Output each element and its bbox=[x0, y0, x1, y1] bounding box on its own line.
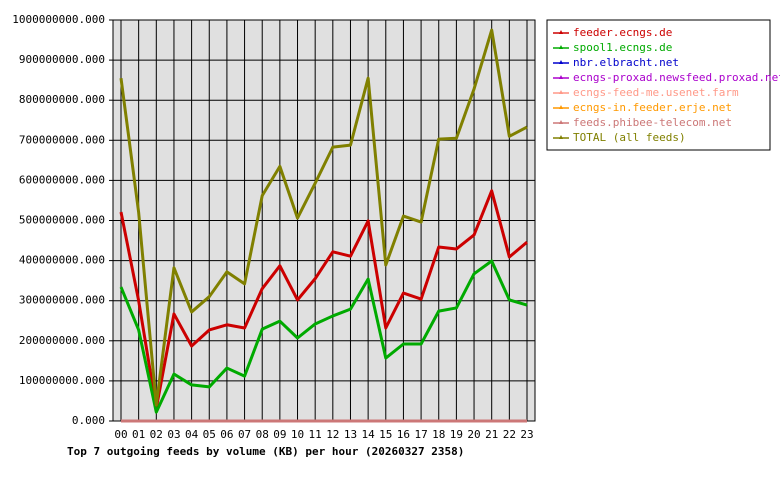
x-tick-label: 00 bbox=[114, 428, 127, 441]
x-tick-label: 04 bbox=[185, 428, 199, 441]
legend-label: ecngs-proxad.newsfeed.proxad.net bbox=[573, 71, 780, 84]
legend-label: feeder.ecngs.de bbox=[573, 26, 672, 39]
y-tick-label: 300000000.000 bbox=[19, 294, 105, 307]
x-tick-label: 20 bbox=[467, 428, 480, 441]
x-tick-label: 14 bbox=[362, 428, 376, 441]
legend-label: TOTAL (all feeds) bbox=[573, 131, 686, 144]
x-tick-label: 13 bbox=[344, 428, 357, 441]
y-tick-label: 100000000.000 bbox=[19, 374, 105, 387]
y-tick-label: 800000000.000 bbox=[19, 93, 105, 106]
legend-label: ecngs-feed-me.usenet.farm bbox=[573, 86, 739, 99]
y-tick-label: 400000000.000 bbox=[19, 254, 105, 267]
x-tick-label: 15 bbox=[379, 428, 392, 441]
y-tick-label: 700000000.000 bbox=[19, 133, 105, 146]
x-tick-label: 01 bbox=[132, 428, 145, 441]
x-tick-label: 18 bbox=[432, 428, 445, 441]
y-tick-label: 600000000.000 bbox=[19, 173, 105, 186]
x-tick-label: 23 bbox=[520, 428, 533, 441]
x-tick-label: 03 bbox=[167, 428, 180, 441]
series-line bbox=[119, 189, 528, 410]
legend-marker bbox=[559, 90, 563, 94]
legend-marker bbox=[559, 60, 563, 64]
x-tick-label: 05 bbox=[203, 428, 216, 441]
x-tick-label: 11 bbox=[309, 428, 322, 441]
x-tick-label: 10 bbox=[291, 428, 304, 441]
legend-box bbox=[546, 19, 771, 151]
legend-marker bbox=[559, 135, 563, 139]
y-tick-label: 900000000.000 bbox=[19, 53, 105, 66]
x-tick-label: 21 bbox=[485, 428, 498, 441]
legend-label: feeds.phibee-telecom.net bbox=[573, 116, 732, 129]
y-tick-label: 500000000.000 bbox=[19, 214, 105, 227]
series-line bbox=[119, 28, 528, 407]
x-tick-label: 02 bbox=[150, 428, 163, 441]
y-tick-label: 1000000000.000 bbox=[12, 13, 105, 26]
legend-marker bbox=[559, 30, 563, 34]
legend-marker bbox=[559, 75, 563, 79]
x-tick-label: 22 bbox=[503, 428, 516, 441]
legend-marker bbox=[559, 120, 563, 124]
legend-marker bbox=[559, 105, 563, 109]
series-line bbox=[119, 259, 528, 414]
x-tick-label: 07 bbox=[238, 428, 251, 441]
x-tick-label: 12 bbox=[326, 428, 339, 441]
x-tick-label: 08 bbox=[256, 428, 269, 441]
x-tick-label: 17 bbox=[414, 428, 427, 441]
legend-marker bbox=[559, 45, 563, 49]
legend-label: ecngs-in.feeder.erje.net bbox=[573, 101, 732, 114]
x-tick-label: 09 bbox=[273, 428, 286, 441]
x-tick-label: 06 bbox=[220, 428, 233, 441]
x-tick-label: 19 bbox=[450, 428, 463, 441]
legend-label: nbr.elbracht.net bbox=[573, 56, 679, 69]
chart-title: Top 7 outgoing feeds by volume (KB) per … bbox=[67, 445, 464, 458]
x-tick-label: 16 bbox=[397, 428, 410, 441]
y-tick-label: 200000000.000 bbox=[19, 334, 105, 347]
legend-label: spool1.ecngs.de bbox=[573, 41, 672, 54]
y-tick-label: 0.000 bbox=[72, 414, 105, 427]
